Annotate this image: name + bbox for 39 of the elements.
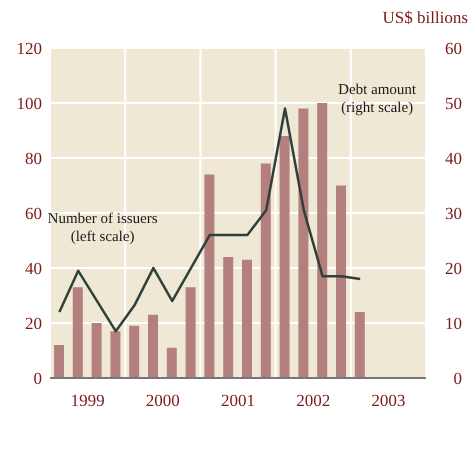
y2-axis-title: US$ billions	[382, 8, 468, 28]
y-tick-label: 40	[25, 259, 42, 278]
bar	[242, 260, 252, 378]
x-tick-label: 2001	[221, 391, 255, 410]
bar	[354, 312, 365, 378]
y-tick-label: 100	[16, 94, 42, 114]
y2-tick-label: 60	[445, 39, 462, 58]
bar	[129, 326, 140, 378]
series-label: Debt amount (right scale)	[338, 82, 417, 116]
series-label: Number of issuers (left scale)	[48, 210, 158, 245]
bar	[54, 345, 64, 378]
y2-tick-label: 20	[445, 259, 462, 278]
bar	[298, 108, 308, 378]
bar	[92, 323, 102, 378]
y-tick-label: 0	[34, 369, 42, 388]
y-tick-label: 80	[25, 149, 42, 168]
bar	[72, 287, 83, 378]
bar	[186, 287, 196, 378]
y-tick-label: 60	[25, 204, 42, 224]
x-tick-label: 2002	[296, 391, 330, 410]
y-tick-label: 120	[16, 39, 42, 58]
y2-tick-label: 10	[445, 314, 462, 334]
bar	[260, 164, 271, 378]
y-tick-label: 20	[25, 314, 42, 334]
bar	[148, 314, 158, 378]
y2-tick-label: 40	[445, 149, 462, 168]
y2-tick-label: 50	[445, 94, 462, 114]
bar	[280, 136, 290, 378]
bar	[223, 257, 234, 378]
x-tick-label: 1999	[70, 391, 105, 410]
y2-tick-label: 0	[454, 369, 462, 388]
bar	[166, 348, 177, 378]
x-tick-label: 2003	[371, 391, 406, 410]
bar	[204, 174, 214, 378]
x-tick-label: 2000	[146, 391, 180, 410]
bar	[317, 103, 328, 378]
bar	[110, 331, 120, 378]
bar	[336, 186, 346, 378]
y2-tick-label: 30	[445, 204, 462, 224]
